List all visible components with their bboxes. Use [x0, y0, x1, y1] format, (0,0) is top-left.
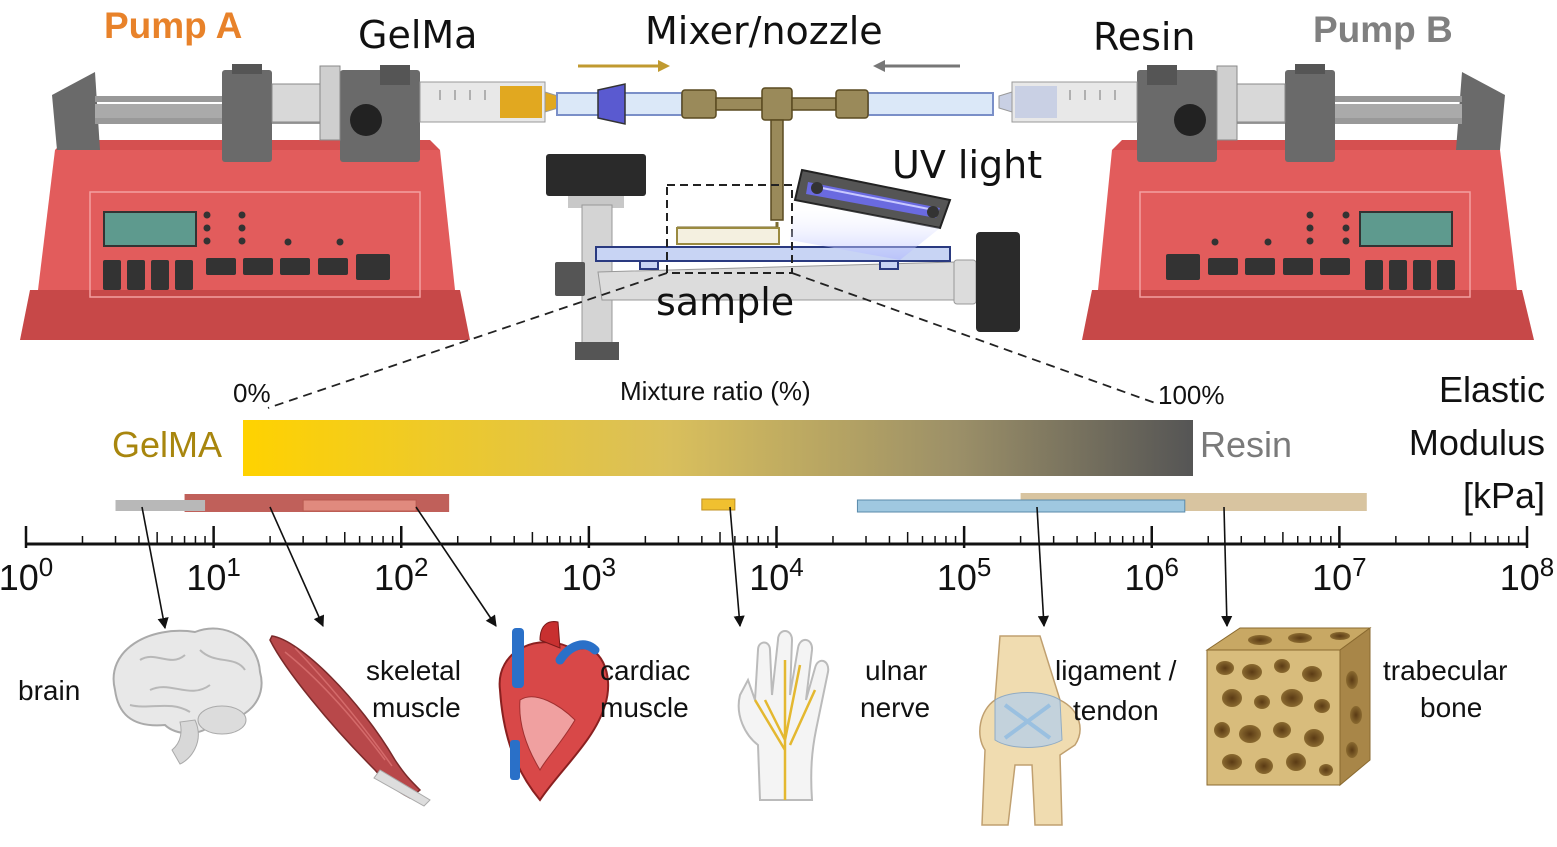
sample-label: sample: [656, 280, 794, 324]
arrow-brain: [141, 506, 169, 630]
pump-b-device: [998, 64, 1534, 340]
cardiac-label-line2: muscle: [600, 692, 689, 723]
arrow-ligament: [1036, 506, 1049, 628]
brain-label: brain: [18, 675, 80, 706]
connector-arrows: [141, 506, 1233, 630]
tick-label: 107: [1312, 552, 1367, 598]
gelma-syringe-label: GelMa: [358, 13, 477, 57]
uv-light-label: UV light: [892, 143, 1042, 187]
range-bar-cardiac-muscle: [302, 499, 417, 512]
pump-a-device: [20, 64, 559, 340]
tick-label: 108: [1500, 552, 1555, 598]
zoom-line-right: [791, 272, 1159, 405]
tick-label: 105: [937, 552, 992, 598]
axis-title-line2: Modulus: [1409, 422, 1545, 463]
hand-nerve-illustration: [737, 630, 830, 801]
gelma-flow-arrowhead: [658, 60, 670, 72]
gradient-left-percent: 0%: [233, 378, 271, 408]
brain-illustration: [112, 627, 263, 765]
tick-label: 100: [0, 552, 53, 598]
range-bar-brain: [115, 500, 206, 511]
range-bar-ulnar-nerve: [701, 498, 736, 511]
ulnar-label-line2: nerve: [860, 692, 930, 723]
resin-flow-arrowhead: [873, 60, 885, 72]
skeletal-label-line2: muscle: [372, 692, 461, 723]
ligament-label-line1: ligament /: [1055, 655, 1177, 686]
tissue-ranges: [115, 493, 1367, 513]
gradient-left-material: GelMA: [112, 424, 222, 465]
tick-label: 101: [186, 552, 241, 598]
heart-illustration: [498, 621, 610, 802]
arrow-trabecular: [1221, 506, 1233, 628]
skeletal-muscle-illustration: [269, 635, 431, 807]
modulus-axis: 100 101 102 103 104 105 106 107 108: [0, 526, 1554, 598]
trabecular-label-line1: trabecular: [1383, 655, 1508, 686]
knee-ligament-illustration: [979, 635, 1081, 826]
mixture-gradient-bar: [243, 420, 1193, 476]
resin-syringe-label: Resin: [1093, 15, 1196, 59]
axis-title-line3: [kPa]: [1463, 475, 1545, 516]
zoom-line-left: [267, 272, 668, 409]
pump-a-label: Pump A: [104, 5, 242, 46]
trabecular-bone-illustration: [1205, 627, 1372, 787]
tick-label: 103: [562, 552, 617, 598]
tick-label: 106: [1124, 552, 1179, 598]
gradient-right-percent: 100%: [1158, 380, 1225, 410]
pump-b-label: Pump B: [1313, 9, 1453, 50]
mixer-nozzle-label: Mixer/nozzle: [645, 9, 883, 53]
ulnar-label-line1: ulnar: [865, 655, 927, 686]
ligament-label-line2: tendon: [1073, 695, 1159, 726]
axis-title-line1: Elastic: [1439, 369, 1545, 410]
arrow-skeletal: [269, 506, 325, 628]
skeletal-label-line1: skeletal: [366, 655, 461, 686]
tick-label: 104: [749, 552, 804, 598]
uv-light-device: [790, 168, 952, 260]
gradient-right-material: Resin: [1200, 424, 1292, 465]
range-bar-ligament-tendon: [856, 499, 1186, 513]
mixer-nozzle: [556, 83, 994, 245]
trabecular-label-line2: bone: [1420, 692, 1482, 723]
tick-label: 102: [374, 552, 429, 598]
gradient-mid-label: Mixture ratio (%): [620, 376, 811, 406]
arrow-ulnar: [729, 506, 745, 628]
arrow-cardiac: [415, 506, 497, 627]
cardiac-label-line1: cardiac: [600, 655, 690, 686]
